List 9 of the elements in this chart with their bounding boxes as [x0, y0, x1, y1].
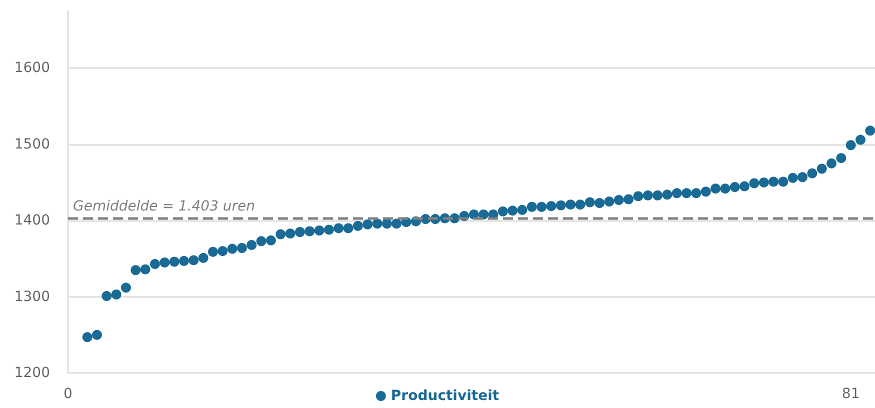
ref-line-label: Gemiddelde = 1.403 uren [73, 198, 256, 214]
y-tick-label: 1200 [14, 365, 50, 381]
y-tick-label: 1600 [14, 60, 50, 76]
legend-label: Productiviteit [390, 388, 500, 404]
y-tick-label: 1500 [14, 136, 50, 152]
y-tick-label: 1400 [14, 212, 50, 229]
y-tick-label: 1300 [14, 288, 50, 305]
x-tick-label: 81 [842, 386, 860, 402]
x-tick-label: 0 [64, 386, 72, 402]
